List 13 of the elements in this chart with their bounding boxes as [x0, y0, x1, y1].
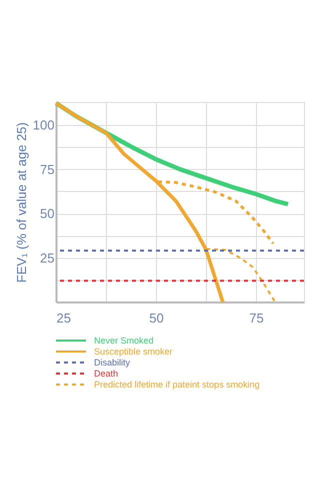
y-axis-title: FEV₁ (% of value at age 25)	[14, 122, 29, 283]
legend-label: Never Smoked	[94, 336, 154, 346]
y-tick-label: 25	[40, 250, 54, 266]
y-tick-label: 50	[40, 206, 54, 222]
y-tick-label: 100	[32, 118, 54, 133]
y-tick-label: 75	[40, 162, 54, 177]
legend-label: Disability	[94, 358, 131, 368]
x-tick-label: 75	[249, 310, 264, 326]
x-tick-label: 50	[149, 310, 164, 326]
legend-label: Predicted lifetime if pateint stops smoking	[94, 380, 260, 390]
legend-label: Susceptible smoker	[94, 346, 173, 356]
legend-label: Death	[94, 368, 118, 378]
x-tick-label: 25	[56, 310, 71, 326]
